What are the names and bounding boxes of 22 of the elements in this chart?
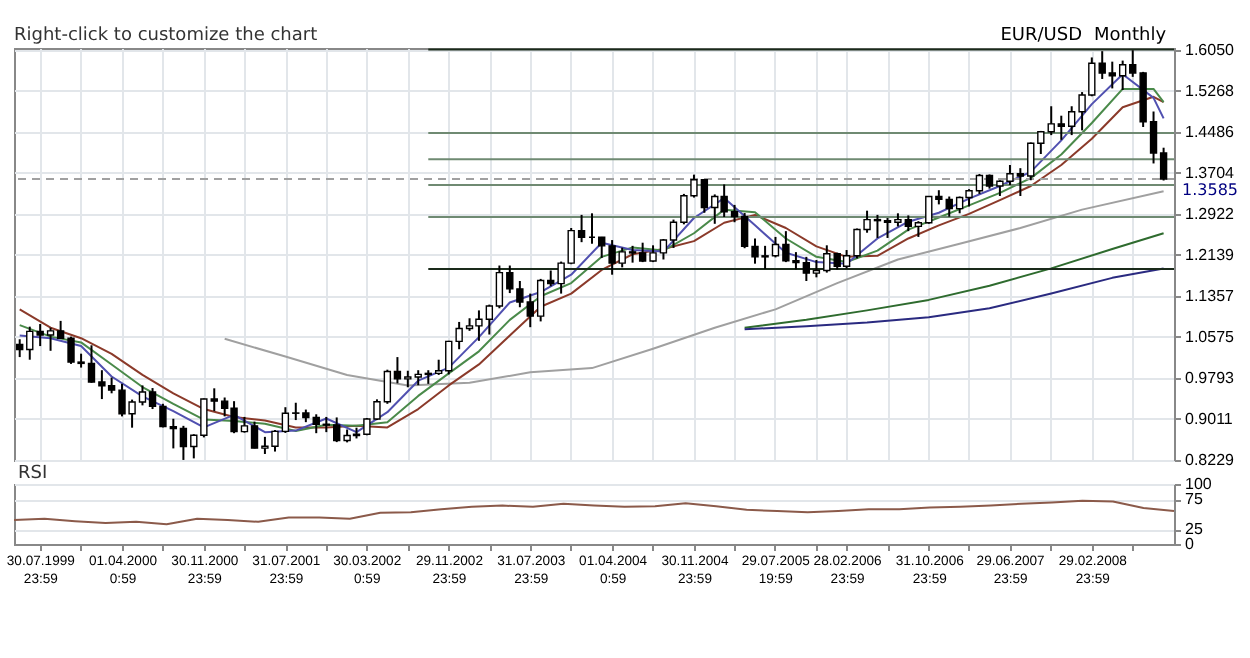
y-tick-label: 1.6050 [1185, 40, 1236, 59]
text: Right-click to customize the chart [14, 26, 319, 46]
y-tick-label: 75 [1185, 490, 1204, 508]
y-tick-label: 1.2139 [1185, 245, 1236, 264]
y-tick-label: 0.9793 [1185, 368, 1236, 387]
line-series [743, 232, 1165, 329]
y-tick-label: 25 [1185, 520, 1204, 538]
y-tick-label: 1.4486 [1185, 122, 1236, 141]
y-tick-label: 0.9011 [1185, 409, 1234, 428]
y-tick-label: 100 [1185, 475, 1213, 493]
ref-line-label: 1.3585 [1182, 180, 1238, 199]
y-tick-label: 1.0575 [1185, 327, 1236, 346]
y-tick-label: 1.5268 [1185, 81, 1236, 100]
line-series [223, 190, 1165, 387]
chart-title: RSI [18, 464, 48, 484]
chart-subtitle: Monthly [1094, 26, 1168, 46]
y-tick-label: 0 [1185, 535, 1195, 553]
chart-title: EUR/USD [1000, 26, 1083, 46]
y-tick-label: 1.3704 [1185, 163, 1236, 182]
y-tick-label: 1.1357 [1185, 286, 1236, 305]
y-tick-label: 0.8229 [1185, 451, 1236, 469]
y-tick-label: 1.2922 [1185, 204, 1236, 223]
